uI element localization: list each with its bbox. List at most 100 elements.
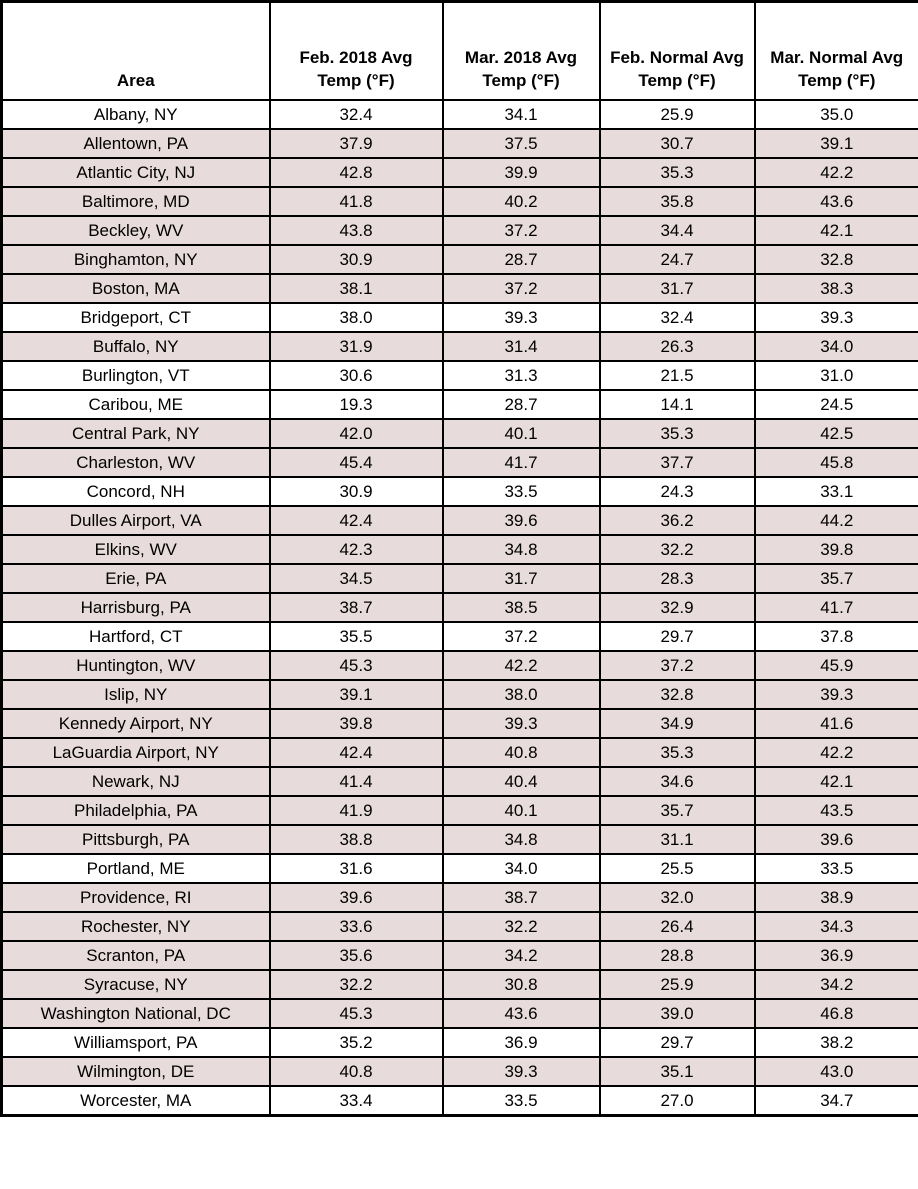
table-body: Albany, NY 32.4 34.1 25.9 35.0 Allentown, PA 3… [0,99,918,1117]
table-row: Rochester, NY 33.6 32.2 26.4 34.3 [0,911,918,942]
mar-normal-value-cell: 43.5 [753,795,918,826]
feb-2018-value-cell: 42.4 [268,505,444,536]
table-row: Binghamton, NY 30.9 28.7 24.7 32.8 [0,244,918,275]
feb-2018-value-cell: 38.7 [268,592,444,623]
table-row: Williamsport, PA 35.2 36.9 29.7 38.2 [0,1027,918,1058]
mar-2018-value-cell: 31.3 [441,360,601,391]
feb-2018-value-cell: 30.9 [268,476,444,507]
mar-normal-value-cell: 39.1 [753,128,918,159]
mar-2018-value-cell: 38.7 [441,882,601,913]
feb-2018-value-cell: 31.9 [268,331,444,362]
mar-normal-value-cell: 38.9 [753,882,918,913]
area-cell: Rochester, NY [0,911,271,942]
feb-2018-value-cell: 39.6 [268,882,444,913]
table-row: Worcester, MA 33.4 33.5 27.0 34.7 [0,1085,918,1117]
feb-2018-value-cell: 33.4 [268,1085,444,1117]
area-cell: Scranton, PA [0,940,271,971]
feb-2018-value-cell: 42.8 [268,157,444,188]
table-row: Baltimore, MD 41.8 40.2 35.8 43.6 [0,186,918,217]
feb-2018-value-cell: 35.5 [268,621,444,652]
feb-normal-value-cell: 36.2 [598,505,756,536]
feb-normal-value-cell: 32.4 [598,302,756,333]
table-row: Bridgeport, CT 38.0 39.3 32.4 39.3 [0,302,918,333]
feb-normal-value-cell: 37.2 [598,650,756,681]
area-cell: Williamsport, PA [0,1027,271,1058]
feb-normal-value-cell: 26.4 [598,911,756,942]
feb-2018-value-cell: 41.4 [268,766,444,797]
mar-normal-value-cell: 44.2 [753,505,918,536]
mar-normal-value-cell: 34.2 [753,969,918,1000]
mar-2018-value-cell: 33.5 [441,476,601,507]
table-row: Providence, RI 39.6 38.7 32.0 38.9 [0,882,918,913]
feb-normal-value-cell: 24.7 [598,244,756,275]
mar-normal-value-cell: 35.0 [753,99,918,130]
area-cell: Providence, RI [0,882,271,913]
mar-2018-value-cell: 38.5 [441,592,601,623]
feb-normal-value-cell: 28.3 [598,563,756,594]
col-header-feb-normal: Feb. Normal Avg Temp (°F) [598,0,756,101]
col-header-mar-2018: Mar. 2018 Avg Temp (°F) [441,0,601,101]
mar-2018-value-cell: 39.9 [441,157,601,188]
feb-2018-value-cell: 35.6 [268,940,444,971]
mar-2018-value-cell: 30.8 [441,969,601,1000]
feb-2018-value-cell: 35.2 [268,1027,444,1058]
feb-normal-value-cell: 25.5 [598,853,756,884]
feb-2018-value-cell: 19.3 [268,389,444,420]
feb-2018-value-cell: 30.6 [268,360,444,391]
area-cell: Beckley, WV [0,215,271,246]
mar-2018-value-cell: 39.3 [441,708,601,739]
feb-normal-value-cell: 32.8 [598,679,756,710]
mar-2018-value-cell: 40.2 [441,186,601,217]
feb-2018-value-cell: 32.2 [268,969,444,1000]
feb-normal-value-cell: 31.1 [598,824,756,855]
feb-normal-value-cell: 32.2 [598,534,756,565]
mar-normal-value-cell: 34.3 [753,911,918,942]
feb-normal-value-cell: 35.3 [598,737,756,768]
mar-normal-value-cell: 46.8 [753,998,918,1029]
col-header-area: Area [0,0,271,101]
area-cell: Buffalo, NY [0,331,271,362]
feb-2018-value-cell: 40.8 [268,1056,444,1087]
area-cell: Burlington, VT [0,360,271,391]
feb-normal-value-cell: 34.4 [598,215,756,246]
mar-2018-value-cell: 28.7 [441,389,601,420]
area-cell: Philadelphia, PA [0,795,271,826]
mar-2018-value-cell: 33.5 [441,1085,601,1117]
feb-normal-value-cell: 30.7 [598,128,756,159]
feb-2018-value-cell: 34.5 [268,563,444,594]
temperature-comparison-table: Area Feb. 2018 Avg Temp (°F) Mar. 2018 A… [0,0,918,1117]
area-cell: Huntington, WV [0,650,271,681]
mar-normal-value-cell: 41.6 [753,708,918,739]
feb-normal-value-cell: 34.6 [598,766,756,797]
table-row: Wilmington, DE 40.8 39.3 35.1 43.0 [0,1056,918,1087]
mar-normal-value-cell: 36.9 [753,940,918,971]
feb-normal-value-cell: 35.3 [598,418,756,449]
table-row: Central Park, NY 42.0 40.1 35.3 42.5 [0,418,918,449]
feb-2018-value-cell: 45.3 [268,650,444,681]
area-cell: Central Park, NY [0,418,271,449]
table-row: Pittsburgh, PA 38.8 34.8 31.1 39.6 [0,824,918,855]
mar-normal-value-cell: 45.9 [753,650,918,681]
area-cell: Concord, NH [0,476,271,507]
table-row: Charleston, WV 45.4 41.7 37.7 45.8 [0,447,918,478]
mar-2018-value-cell: 37.2 [441,273,601,304]
mar-normal-value-cell: 38.3 [753,273,918,304]
feb-normal-value-cell: 31.7 [598,273,756,304]
mar-normal-value-cell: 39.8 [753,534,918,565]
feb-2018-value-cell: 42.4 [268,737,444,768]
mar-normal-value-cell: 33.5 [753,853,918,884]
mar-2018-value-cell: 38.0 [441,679,601,710]
feb-normal-value-cell: 29.7 [598,621,756,652]
mar-normal-value-cell: 41.7 [753,592,918,623]
area-cell: Newark, NJ [0,766,271,797]
col-header-mar-normal: Mar. Normal Avg Temp (°F) [753,0,918,101]
mar-2018-value-cell: 40.4 [441,766,601,797]
area-cell: Islip, NY [0,679,271,710]
mar-normal-value-cell: 32.8 [753,244,918,275]
area-cell: LaGuardia Airport, NY [0,737,271,768]
table-row: Elkins, WV 42.3 34.8 32.2 39.8 [0,534,918,565]
feb-2018-value-cell: 31.6 [268,853,444,884]
mar-2018-value-cell: 39.3 [441,302,601,333]
table-row: Boston, MA 38.1 37.2 31.7 38.3 [0,273,918,304]
feb-2018-value-cell: 38.1 [268,273,444,304]
